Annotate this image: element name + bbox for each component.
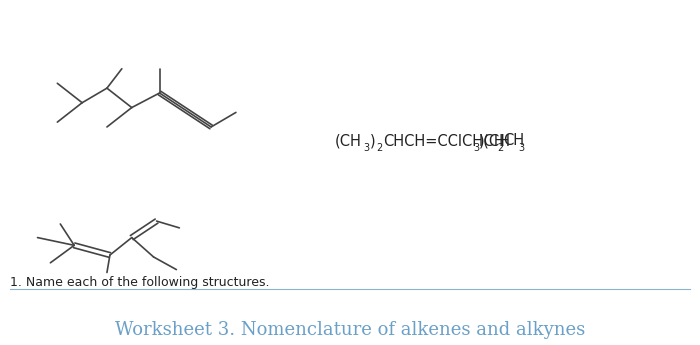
Text: CHCH=CClCH(CH: CHCH=CClCH(CH: [383, 133, 510, 148]
Text: 3: 3: [363, 143, 370, 153]
Text: ): ): [370, 133, 375, 148]
Text: (CH: (CH: [335, 133, 362, 148]
Text: )CH: )CH: [480, 133, 506, 148]
Text: 3: 3: [518, 143, 524, 153]
Text: 2: 2: [497, 143, 503, 153]
Text: 1. Name each of the following structures.: 1. Name each of the following structures…: [10, 276, 270, 288]
Text: Worksheet 3. Nomenclature of alkenes and alkynes: Worksheet 3. Nomenclature of alkenes and…: [115, 321, 585, 339]
Text: CH: CH: [503, 133, 524, 148]
Text: 3: 3: [473, 143, 479, 153]
Text: 2: 2: [377, 143, 383, 153]
